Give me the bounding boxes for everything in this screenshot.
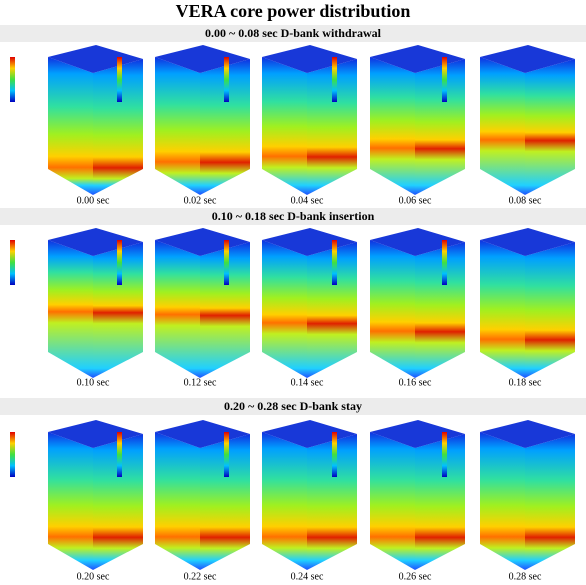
core-render [10, 420, 143, 570]
color-bar [442, 240, 447, 285]
core-right-face [525, 242, 575, 378]
time-caption: 0.22 sec [184, 571, 217, 582]
time-caption: 0.06 sec [399, 195, 432, 206]
section-heading: 0.10 ~ 0.18 sec D-bank insertion [212, 209, 375, 223]
core-left-face [480, 240, 525, 378]
time-caption: 0.14 sec [291, 377, 324, 388]
core-left-face [370, 240, 415, 378]
color-bar [332, 432, 337, 477]
color-bar [332, 57, 337, 102]
core-right-face [415, 242, 465, 378]
color-bar [10, 57, 15, 102]
time-caption: 0.26 sec [399, 571, 432, 582]
core-left-face [155, 240, 200, 378]
time-caption: 0.10 sec [77, 377, 110, 388]
section-heading: 0.00 ~ 0.08 sec D-bank withdrawal [205, 26, 382, 40]
time-caption: 0.00 sec [77, 195, 110, 206]
core-render [10, 228, 143, 378]
core-left-face [155, 57, 200, 195]
core-left-face [370, 57, 415, 195]
color-bar [224, 432, 229, 477]
figure-title: VERA core power distribution [176, 1, 411, 21]
time-caption: 0.20 sec [77, 571, 110, 582]
time-caption: 0.28 sec [509, 571, 542, 582]
core-left-face [262, 432, 307, 570]
core-left-face [48, 57, 93, 195]
time-caption: 0.16 sec [399, 377, 432, 388]
color-bar [10, 432, 15, 477]
core-left-face [370, 432, 415, 570]
core-right-face [525, 434, 575, 570]
figure: VERA core power distribution 0.00 ~ 0.08… [0, 0, 586, 585]
core-right-face [525, 59, 575, 195]
time-caption: 0.02 sec [184, 195, 217, 206]
core-left-face [48, 432, 93, 570]
core-left-face [48, 240, 93, 378]
color-bar [442, 57, 447, 102]
core-left-face [262, 57, 307, 195]
color-bar [117, 57, 122, 102]
color-bar [224, 57, 229, 102]
core-left-face [480, 57, 525, 195]
time-caption: 0.04 sec [291, 195, 324, 206]
time-caption: 0.08 sec [509, 195, 542, 206]
color-bar [117, 432, 122, 477]
color-bar [10, 240, 15, 285]
core-right-face [415, 59, 465, 195]
core-left-face [262, 240, 307, 378]
section-heading: 0.20 ~ 0.28 sec D-bank stay [224, 399, 362, 413]
color-bar [332, 240, 337, 285]
time-caption: 0.12 sec [184, 377, 217, 388]
core-left-face [155, 432, 200, 570]
core-render [10, 45, 143, 195]
color-bar [117, 240, 122, 285]
core-left-face [480, 432, 525, 570]
time-caption: 0.18 sec [509, 377, 542, 388]
color-bar [224, 240, 229, 285]
color-bar [442, 432, 447, 477]
time-caption: 0.24 sec [291, 571, 324, 582]
core-right-face [415, 434, 465, 570]
